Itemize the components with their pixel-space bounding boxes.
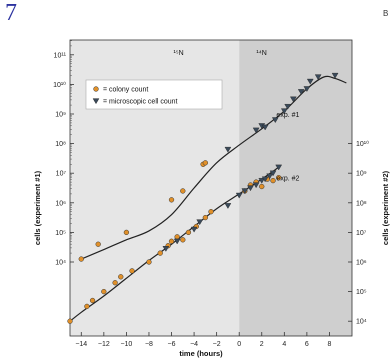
x-tick-label-2: −10 — [120, 341, 132, 348]
legend-marker-colony — [93, 86, 99, 92]
colony-count-point-exp2 — [67, 318, 73, 324]
colony-count-point-exp2 — [84, 303, 90, 310]
cell-count-point-exp2 — [258, 177, 266, 184]
x-tick-label-8: 2 — [260, 341, 264, 348]
colony-count-point-exp2 — [208, 209, 214, 215]
legend-box — [85, 79, 223, 110]
colony-count-point-exp2 — [185, 229, 192, 236]
right-tick-label-5: 10⁹ — [356, 171, 367, 178]
chart-legend: = colony count = microscopic cell count — [85, 79, 223, 110]
right-tick-label-4: 10⁸ — [356, 200, 367, 207]
cell-count-point-exp1 — [252, 127, 260, 134]
x-tick-label-11: 8 — [327, 341, 331, 348]
x-tick-label-4: −6 — [168, 341, 176, 348]
left-tick-label-5: 10⁹ — [55, 112, 66, 119]
cropped-panel-letter: B — [383, 9, 389, 18]
cell-count-point-exp1 — [289, 96, 297, 103]
cell-count-point-exp1 — [303, 86, 311, 92]
chart-labels: ¹⁵N ¹⁴N time (hours) cells (experiment #1) c… — [33, 50, 390, 358]
cell-count-point-exp1 — [261, 124, 269, 131]
legend-label-1: = microscopic cell count — [103, 99, 178, 106]
region-1 — [239, 40, 352, 336]
colony-count-point-exp1 — [78, 256, 84, 262]
cell-count-point-exp2 — [275, 164, 283, 171]
region-label-0: ¹⁵N — [173, 50, 183, 57]
x-tick-label-1: −12 — [98, 341, 110, 348]
colony-count-point-exp2 — [112, 280, 118, 286]
left-tick-label-6: 10¹⁰ — [53, 81, 66, 89]
right-tick-label-2: 10⁶ — [356, 260, 367, 267]
colony-count-point-exp2 — [157, 250, 163, 256]
cell-count-point-exp2 — [269, 170, 277, 177]
right-tick-label-0: 10⁴ — [356, 319, 367, 326]
x-tick-label-0: −14 — [75, 341, 87, 348]
cell-count-point-exp1 — [331, 72, 339, 79]
cell-count-point-exp1 — [284, 103, 292, 110]
colony-count-point-exp2 — [259, 183, 265, 190]
colony-count-point-exp1 — [123, 229, 130, 236]
colony-count-point-exp2 — [174, 234, 180, 240]
cell-count-point-exp1 — [271, 117, 279, 124]
colony-count-point-exp2 — [146, 259, 152, 265]
legend-marker-cell — [92, 98, 100, 105]
x-axis-label: time (hours) — [179, 349, 223, 358]
data-points — [67, 72, 339, 324]
x-tick-label-6: −2 — [213, 341, 221, 348]
left-tick-label-1: 10⁵ — [55, 230, 66, 237]
left-tick-label-0: 10⁴ — [55, 260, 66, 267]
plot-frame — [69, 39, 353, 337]
left-tick-label-2: 10⁶ — [55, 200, 66, 207]
cell-count-point-exp2 — [241, 188, 249, 195]
colony-count-point-exp2 — [270, 177, 276, 184]
x-tick-label-3: −8 — [145, 341, 153, 348]
cell-count-point-exp2 — [162, 246, 170, 252]
series-annotation-0: exp. #1 — [276, 112, 299, 119]
colony-count-point-exp2 — [118, 274, 124, 280]
colony-count-point-exp2 — [276, 174, 282, 181]
colony-count-point-exp1 — [168, 197, 175, 203]
cell-count-point-exp1 — [224, 146, 232, 153]
right-tick-label-6: 10¹⁰ — [356, 140, 369, 148]
left-tick-label-4: 10⁸ — [55, 141, 66, 148]
cell-count-point-exp2 — [173, 238, 181, 245]
chart-axes: 10⁴ 10⁵ 10⁶ 10⁷ 10⁸ 10⁹ 10¹⁰ 10¹¹ 10⁴ 10⁵ 10⁶ 10⁷ 10… — [53, 39, 369, 348]
cell-count-point-exp2 — [190, 226, 198, 233]
colony-count-point-exp2 — [101, 288, 107, 295]
x-tick-label-5: −4 — [190, 341, 198, 348]
cell-count-point-exp2 — [261, 176, 269, 183]
cell-count-point-exp2 — [224, 203, 232, 209]
cell-count-point-exp2 — [196, 219, 204, 226]
colony-count-point-exp1 — [202, 160, 209, 166]
colony-count-point-exp1 — [180, 188, 186, 194]
figure-number: 7 — [5, 0, 17, 26]
cell-count-point-exp1 — [297, 89, 305, 95]
fit-curve-1 — [81, 75, 347, 260]
colony-count-point-exp2 — [180, 237, 186, 243]
colony-count-point-exp2 — [168, 238, 175, 244]
cell-count-point-exp2 — [247, 185, 254, 192]
y-axis-label-left: cells (experiment #1) — [33, 170, 42, 245]
y-axis-label-right: cells (experiment #2) — [381, 170, 390, 245]
left-tick-label-7: 10¹¹ — [54, 52, 67, 59]
legend-label-0: = colony count — [103, 87, 148, 94]
cell-count-point-exp2 — [252, 182, 260, 189]
region-label-1: ¹⁴N — [256, 50, 266, 57]
left-tick-label-3: 10⁷ — [56, 171, 67, 178]
x-tick-label-9: 4 — [282, 341, 286, 348]
series-annotation-1: exp. #2 — [276, 176, 299, 183]
cell-count-point-exp1 — [280, 108, 288, 115]
colony-count-point-exp2 — [202, 214, 209, 221]
x-tick-label-10: 6 — [305, 341, 309, 348]
right-tick-label-1: 10⁵ — [356, 289, 367, 296]
cell-count-point-exp1 — [314, 74, 322, 81]
cell-count-point-exp2 — [266, 173, 274, 180]
colony-count-point-exp1 — [95, 241, 101, 247]
colony-count-point-exp2 — [129, 268, 135, 274]
cell-count-point-exp1 — [306, 78, 314, 85]
x-tick-label-7: 0 — [237, 341, 241, 348]
cell-count-point-exp2 — [235, 192, 243, 199]
colony-count-point-exp2 — [89, 297, 96, 304]
right-tick-label-3: 10⁷ — [356, 230, 367, 237]
